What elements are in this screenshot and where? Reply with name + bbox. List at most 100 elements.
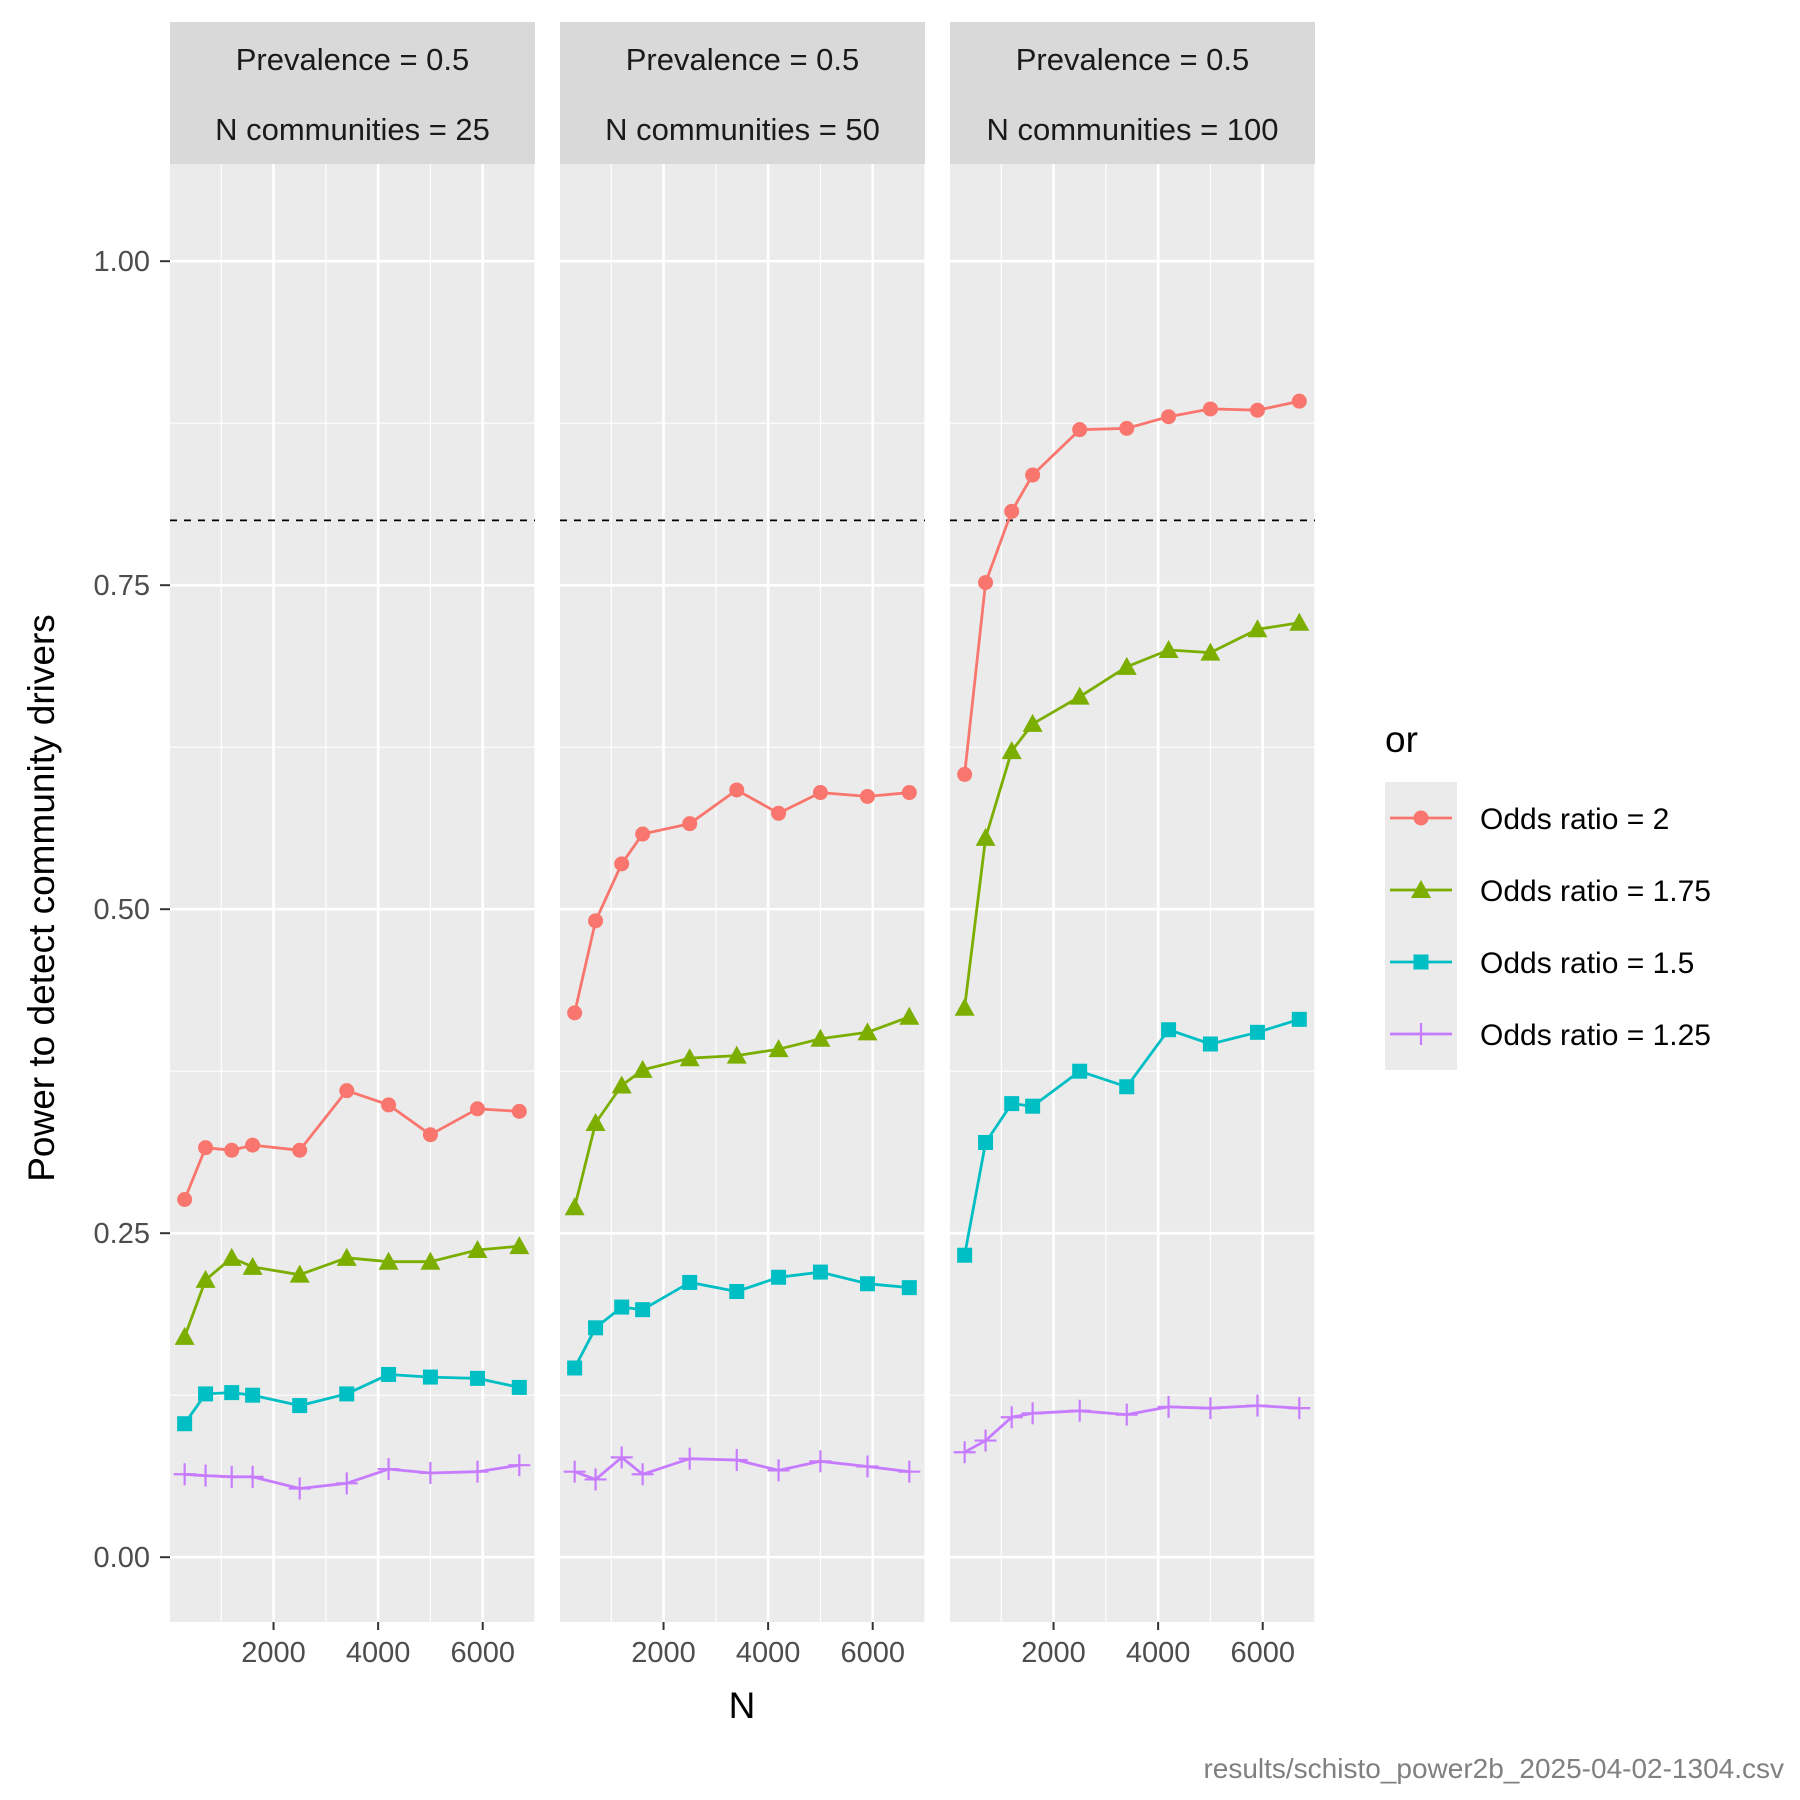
data-point [1022,713,1043,732]
data-point [174,1326,195,1345]
caption: results/schisto_power2b_2025-04-02-1304.… [1203,1753,1784,1784]
data-point [422,1127,438,1143]
data-point [1291,1011,1307,1027]
data-point [859,788,875,804]
data-point [588,913,604,929]
data-point [242,1256,263,1275]
data-point [978,1134,994,1150]
data-point [1291,393,1307,409]
series-odds-ratio-1-5 [957,1011,1307,1263]
series-line [184,1463,520,1490]
data-point [957,766,973,782]
data-point [1116,656,1137,675]
facet-label-prevalence: Prevalence = 0.5 [1016,42,1250,77]
data-point [1115,1403,1138,1426]
data-point [771,805,787,821]
data-point [953,1441,976,1464]
data-point [1202,401,1218,417]
data-point [339,1386,355,1402]
legend-item: Odds ratio = 2 [1390,803,1669,836]
data-point [812,1264,828,1280]
data-point [177,1192,193,1208]
x-tick-label: 6000 [450,1637,515,1669]
legend-key-marker [1410,1023,1432,1045]
data-point [614,1299,630,1315]
data-point [224,1385,240,1401]
series-line [573,1270,910,1369]
data-point [975,827,996,846]
data-point [173,1463,196,1486]
data-point [1069,686,1090,705]
x-tick-label: 4000 [1126,1637,1191,1669]
data-point [1119,1079,1135,1095]
legend-label: Odds ratio = 1.25 [1480,1019,1711,1052]
data-point [198,1140,214,1156]
y-tick-label: 0.50 [94,894,150,926]
y-tick-label: 0.00 [94,1542,150,1574]
data-point [509,1236,530,1255]
data-point [678,1447,701,1470]
legend-label: Odds ratio = 1.75 [1480,875,1711,908]
data-point [632,1059,653,1078]
data-point [682,1274,698,1290]
data-point [381,1097,397,1113]
data-point [567,1005,583,1021]
series-odds-ratio-1-5 [567,1264,917,1376]
legend-item: Odds ratio = 1.25 [1390,1019,1711,1052]
data-point [289,1264,310,1283]
data-point [978,575,994,591]
data-point [767,1459,790,1482]
series-odds-ratio-1-25 [563,1446,921,1491]
data-point [1202,1036,1218,1052]
panel-3: Prevalence = 0.5 N communities = 100 2000 4… [950,22,1316,1669]
data-point [1161,409,1177,425]
data-point [1025,467,1041,483]
data-point [336,1247,357,1266]
data-point [245,1387,261,1403]
data-point [1289,612,1310,631]
data-point [1161,1022,1177,1038]
data-point [288,1477,311,1500]
data-point [241,1465,264,1488]
legend-key-background [1385,782,1457,1070]
data-point [567,1360,583,1376]
facet-label-communities: N communities = 25 [215,112,490,147]
data-point [564,1197,585,1216]
series-odds-ratio-1-75 [954,612,1310,1016]
x-tick-label: 2000 [241,1637,306,1669]
x-tick-label: 2000 [1021,1637,1086,1669]
data-point [1288,1397,1311,1420]
series-line [183,1089,520,1201]
data-point [198,1386,214,1402]
legend-key-marker [1413,954,1429,970]
panel-1: Prevalence = 0.5 N communities = 25 2000 40… [170,22,536,1669]
data-point [1249,402,1265,418]
x-tick-label: 2000 [631,1637,696,1669]
x-tick-label: 6000 [840,1637,905,1669]
legend-title: or [1385,719,1418,760]
data-point [859,1276,875,1292]
data-point [812,785,828,801]
series-line [183,1244,520,1338]
data-point [339,1083,355,1099]
data-point [1246,1394,1269,1417]
y-tick-label: 0.75 [94,570,150,602]
plot-background [560,164,925,1622]
series-line [963,621,1300,1008]
data-point [381,1366,397,1382]
data-point [1247,619,1268,638]
facet-strip [560,22,925,164]
data-point [726,1045,747,1064]
data-point [809,1450,832,1473]
data-point [1068,1399,1091,1422]
data-point [466,1460,489,1483]
facet-label-prevalence: Prevalence = 0.5 [626,42,860,77]
data-point [511,1103,527,1119]
series-line [963,1018,1300,1256]
data-point [1025,1098,1041,1114]
data-point [224,1142,240,1158]
series-odds-ratio-2 [177,1083,527,1208]
data-point [682,816,698,832]
data-point [810,1028,831,1047]
facet-strip [170,22,535,164]
